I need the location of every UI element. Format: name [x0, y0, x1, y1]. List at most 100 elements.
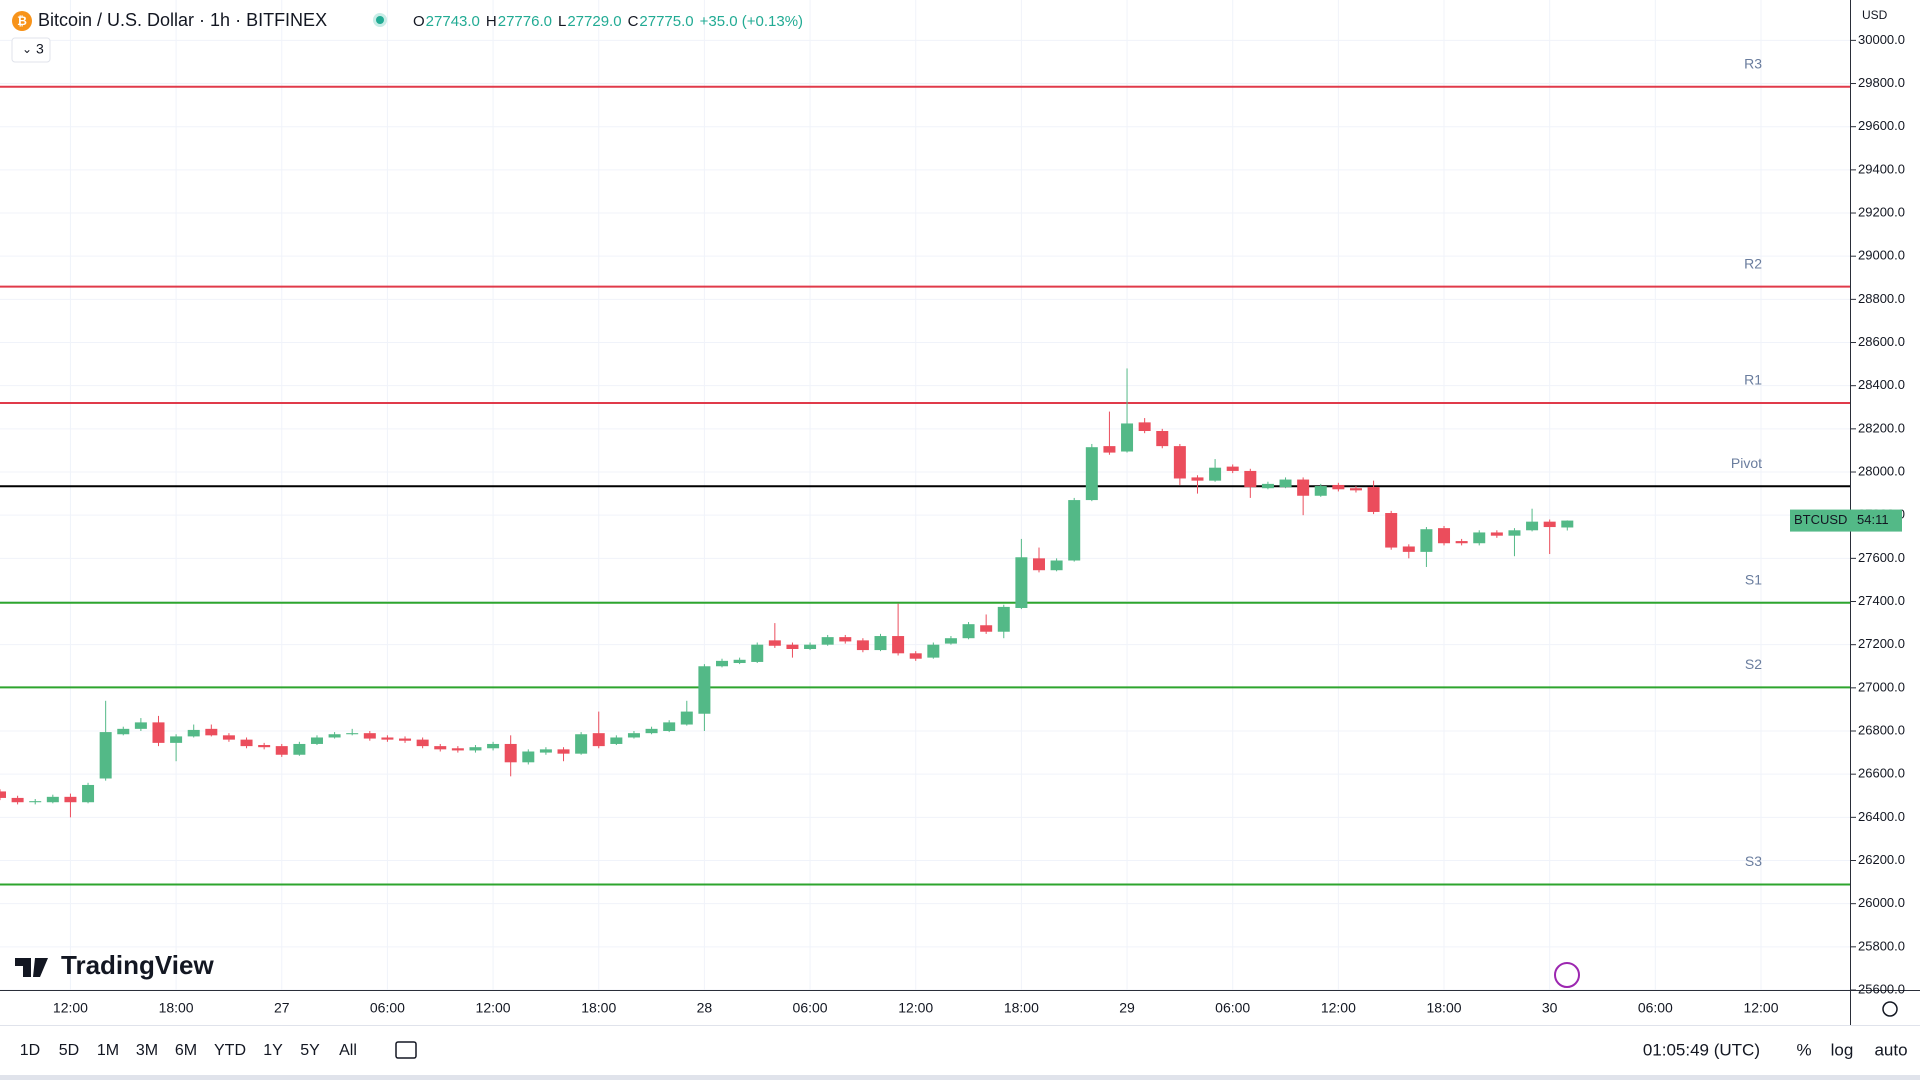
candle-body	[328, 734, 341, 738]
date-range-icon[interactable]	[395, 1041, 417, 1059]
candle-body	[1226, 466, 1239, 471]
y-tick-label: 28800.0	[1858, 291, 1905, 306]
range-button[interactable]: 1M	[97, 1042, 119, 1059]
candle-body	[610, 737, 623, 744]
pivot-level-label: Pivot	[1731, 455, 1762, 471]
x-tick-label: 06:00	[793, 1000, 828, 1016]
settings-icon[interactable]	[1882, 1001, 1898, 1017]
range-button[interactable]: YTD	[214, 1042, 246, 1059]
x-tick-label: 30	[1542, 1000, 1558, 1016]
candle-body	[258, 745, 271, 748]
y-tick-label: 26000.0	[1858, 895, 1905, 910]
range-button[interactable]: 6M	[175, 1042, 197, 1059]
candle-body	[716, 660, 729, 667]
candle-body	[363, 733, 376, 739]
x-tick-label: 27	[274, 1000, 290, 1016]
logo-mark	[33, 958, 48, 977]
candle-body	[1314, 486, 1327, 496]
pivot-level-label: S3	[1745, 853, 1762, 869]
candle-body	[1385, 513, 1398, 548]
candle-body	[1473, 532, 1486, 544]
candle-body	[786, 644, 799, 649]
x-tick-label: 12:00	[1743, 1000, 1778, 1016]
ohlc-value: 27776.0	[498, 13, 552, 30]
symbol-title: Bitcoin / U.S. Dollar · 1h · BITFINEX	[38, 10, 327, 30]
candle-body	[698, 666, 711, 714]
candle-body	[1526, 521, 1539, 531]
candle-body	[275, 746, 288, 755]
candle-body	[804, 644, 817, 649]
candle-body	[134, 722, 147, 729]
ohlc-label: C	[628, 13, 639, 30]
pivot-level-label: R1	[1744, 372, 1762, 388]
price-tag-bg	[1790, 509, 1902, 532]
y-tick-label: 28600.0	[1858, 334, 1905, 349]
candle-body	[1367, 487, 1380, 512]
scale-option[interactable]: log	[1831, 1040, 1854, 1059]
coin-icon-glyph: ₿	[17, 14, 27, 28]
candle-body	[927, 644, 940, 658]
candle-body	[1173, 446, 1186, 479]
x-tick-label: 12:00	[1321, 1000, 1356, 1016]
logo-mark	[23, 958, 31, 977]
y-tick-label: 29600.0	[1858, 118, 1905, 133]
x-tick-label: 12:00	[898, 1000, 933, 1016]
candle-body	[1068, 500, 1081, 561]
ohlc-value: 27743.0	[426, 13, 480, 30]
indicator-chevron: ⌄	[22, 42, 32, 56]
candle-body	[152, 722, 165, 743]
candle-body	[1279, 479, 1292, 488]
candle-body	[575, 734, 588, 754]
range-button[interactable]: 5Y	[300, 1042, 320, 1059]
event-icon[interactable]	[1554, 962, 1580, 988]
y-tick-label: 27000.0	[1858, 679, 1905, 694]
candle-body	[1508, 530, 1521, 536]
ohlc-value: 27775.0	[639, 13, 693, 30]
ohlc-label: O	[413, 13, 425, 30]
candle-body	[117, 728, 130, 735]
range-button[interactable]: 1D	[20, 1042, 40, 1059]
candle-body	[839, 637, 852, 642]
candle-body	[557, 749, 570, 754]
candle-body	[1561, 520, 1574, 528]
candle-body	[627, 733, 640, 738]
plot-area: R3 R2 R1 Pivot S1 S2 S3	[0, 0, 1850, 990]
ohlc-label: H	[486, 13, 497, 30]
scale-option[interactable]: %	[1796, 1040, 1811, 1059]
candle-body	[1050, 560, 1063, 571]
logo-text: TradingView	[61, 950, 214, 980]
candle-body	[416, 739, 429, 747]
candle-body	[856, 640, 869, 651]
y-tick-label: 28200.0	[1858, 420, 1905, 435]
candle-body	[504, 743, 517, 763]
candle-body	[487, 743, 500, 749]
x-tick-label: 28	[697, 1000, 713, 1016]
candle-body	[1332, 484, 1345, 490]
range-button[interactable]: 3M	[136, 1042, 158, 1059]
bottom-strip	[0, 1075, 1920, 1080]
candle-body	[909, 653, 922, 659]
scale-option[interactable]: auto	[1874, 1040, 1907, 1059]
range-button[interactable]: 1Y	[263, 1042, 283, 1059]
candle-body	[434, 746, 447, 750]
range-button[interactable]: All	[339, 1042, 357, 1059]
y-tick-label: 27200.0	[1858, 636, 1905, 651]
ohlc-value: 27729.0	[567, 13, 621, 30]
price-tag-symbol: BTCUSD	[1794, 512, 1847, 527]
candle-body	[1349, 488, 1362, 491]
candle-body	[1032, 558, 1045, 571]
candle-body	[99, 732, 112, 779]
currency[interactable]: USD	[1862, 8, 1888, 22]
candle-body	[469, 747, 482, 751]
y-tick-label: 25600.0	[1858, 981, 1905, 996]
candle-body	[1455, 541, 1468, 544]
pivot-level-label: R3	[1744, 55, 1762, 71]
y-tick-label: 29800.0	[1858, 75, 1905, 90]
candle-body	[680, 711, 693, 725]
range-button[interactable]: 5D	[59, 1042, 79, 1059]
y-tick-label: 27400.0	[1858, 593, 1905, 608]
indicator-toggle[interactable]	[11, 37, 51, 63]
